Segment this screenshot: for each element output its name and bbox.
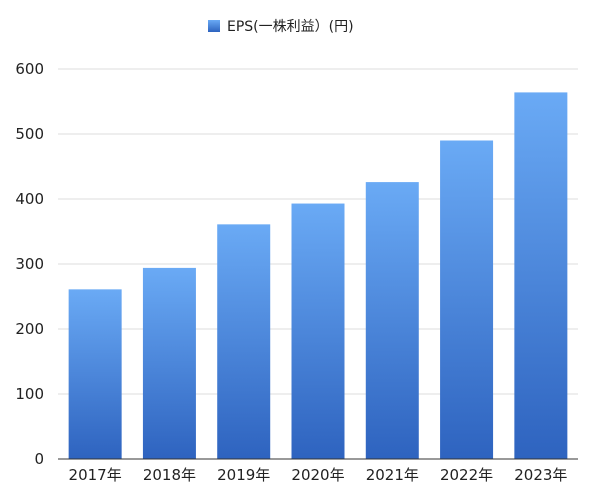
x-tick-label: 2022年 <box>440 466 493 484</box>
bar-2023年 <box>514 92 568 460</box>
y-tick-label: 500 <box>15 125 44 143</box>
y-tick-label: 300 <box>15 255 44 273</box>
y-tick-label: 200 <box>15 320 44 338</box>
y-tick-label: 600 <box>15 60 44 78</box>
x-tick-label: 2019年 <box>217 466 270 484</box>
bar-2017年 <box>68 289 122 459</box>
y-axis-ticks: 0 100 200 300 400 500 600 <box>15 60 44 468</box>
legend: EPS(一株利益）(円) <box>208 19 354 35</box>
y-tick-label: 100 <box>15 385 44 403</box>
x-tick-label: 2018年 <box>143 466 196 484</box>
legend-swatch <box>208 20 220 32</box>
legend-label: EPS(一株利益）(円) <box>227 19 354 35</box>
bar-2020年 <box>291 203 345 459</box>
bar-2019年 <box>217 224 271 459</box>
bar-2021年 <box>365 182 419 459</box>
y-tick-label: 400 <box>15 190 44 208</box>
y-tick-label: 0 <box>34 450 44 468</box>
bar-2018年 <box>142 267 196 459</box>
x-axis-ticks: 2017年 2018年 2019年 2020年 2021年 2022年 2023年 <box>69 466 568 484</box>
bar-2022年 <box>440 140 494 459</box>
x-tick-label: 2020年 <box>291 466 344 484</box>
x-tick-label: 2023年 <box>514 466 567 484</box>
x-tick-label: 2017年 <box>69 466 122 484</box>
x-tick-label: 2021年 <box>366 466 419 484</box>
bars <box>68 92 568 460</box>
